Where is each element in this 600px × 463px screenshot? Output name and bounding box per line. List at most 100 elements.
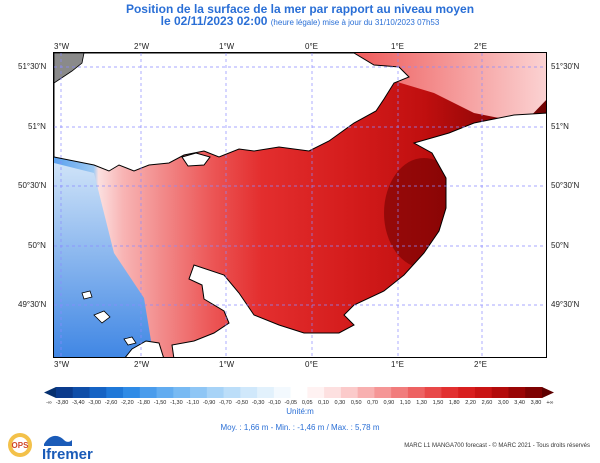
lon-label-bottom-2w: 2°W [134, 360, 150, 369]
lat-label-left-4930: 49°30'N [18, 300, 47, 309]
lat-label-right-5030: 50°30'N [551, 181, 580, 190]
colorbar-tick-label: -0,90 [202, 400, 216, 406]
colorbar-tick-label: -1,10 [186, 400, 200, 406]
lat-label-right-51: 51°N [551, 122, 569, 131]
colorbar-swatch [273, 387, 292, 398]
colorbar-tick-label: 0,10 [318, 400, 329, 406]
colorbar-swatch [89, 387, 107, 398]
guernsey-island [81, 290, 93, 300]
ops-logo-text: OPS [12, 441, 30, 450]
graticule [54, 53, 546, 357]
lat-label-left-50: 50°N [28, 241, 46, 250]
colorbar-tick-label: -0,30 [251, 400, 265, 406]
colorbar-swatch [458, 387, 476, 398]
lon-label-bottom-0e: 0°E [305, 360, 318, 369]
colorbar-tick-low-end: -∞ [46, 400, 52, 406]
colorbar-tick-label: -0,50 [235, 400, 249, 406]
lon-label-top-1w: 1°W [219, 42, 235, 51]
colorbar-swatch [156, 387, 174, 398]
lat-label-left-51: 51°N [28, 122, 46, 131]
colorbar-tick-label: 0,90 [383, 400, 395, 406]
colorbar-swatch [525, 387, 543, 398]
lon-label-bottom-1e: 1°E [391, 360, 404, 369]
map-title: Position de la surface de la mer par rap… [125, 2, 475, 16]
colorbar-swatch [491, 387, 509, 398]
colorbar-swatch [257, 387, 275, 398]
colorbar-tick-label: 2,20 [465, 400, 476, 406]
credit-text: MARC L1 MANGA700 forecast - © MARC 2021 … [404, 443, 590, 449]
colorbar-tick-label: -2,20 [121, 400, 134, 406]
colorbar-swatch [56, 387, 74, 398]
colorbar-swatch [391, 387, 409, 398]
chausey-island [123, 336, 137, 346]
lon-label-bottom-3w: 3°W [54, 360, 70, 369]
colorbar-swatch [474, 387, 493, 398]
jersey-island [93, 310, 111, 324]
colorbar-swatch [340, 387, 359, 398]
england-landmass [54, 53, 410, 172]
isle-of-wight [181, 152, 211, 167]
statistics-summary: Moy. : 1,66 m - Min. : -1,46 m / Max. : … [220, 423, 380, 432]
colorbar-tick-label: 1,50 [432, 400, 444, 406]
lon-label-top-0e: 0°E [305, 42, 318, 51]
colorbar-low-arrow [44, 387, 56, 398]
colorbar-swatch [357, 387, 375, 398]
colorbar-swatch [290, 387, 308, 398]
colorbar-tick-label: 0,30 [334, 400, 346, 406]
colorbar-swatch [106, 387, 124, 398]
colorbar-tick-label: 3,80 [530, 400, 542, 406]
colorbar-tick-label: -1,80 [137, 400, 150, 406]
colorbar-tick-label: -0,70 [219, 400, 232, 406]
colorbar-tick-label: -3,40 [72, 400, 85, 406]
lat-label-right-5130: 51°30'N [551, 62, 580, 71]
wales-landmass [54, 53, 85, 84]
colorbar-swatch [441, 387, 459, 398]
colorbar-tick-label: 0,70 [367, 400, 378, 406]
colorbar-tick-label: -3,80 [55, 400, 69, 406]
lat-label-left-5030: 50°30'N [18, 181, 47, 190]
france-landmass [124, 112, 546, 357]
colorbar-tick-label: -1,30 [170, 400, 183, 406]
colorbar-swatch [324, 387, 342, 398]
colorbar-tick-label: 2,60 [481, 400, 493, 406]
ops-logo: OPS [8, 433, 32, 457]
colorbar-swatch [407, 387, 426, 398]
lon-label-bottom-1w: 1°W [219, 360, 235, 369]
colorbar-tick-label: 3,40 [514, 400, 525, 406]
colorbar-tick-high-end: +∞ [546, 400, 554, 406]
lat-label-right-4930: 49°30'N [551, 300, 580, 309]
colorbar-tick-label: -0,05 [284, 400, 298, 406]
colorbar-swatch [206, 387, 225, 398]
ifremer-wave-icon [44, 435, 72, 446]
update-note: (heure légale) mise à jour du 31/10/2023… [270, 18, 440, 27]
colorbar-tick-label: 3,00 [497, 400, 509, 406]
colorbar [44, 387, 554, 398]
colorbar-tick-label: 1,10 [399, 400, 411, 406]
lon-label-top-2e: 2°E [474, 42, 487, 51]
colorbar-swatch [190, 387, 208, 398]
colorbar-tick-label: -3,00 [88, 400, 101, 406]
colorbar-swatch [508, 387, 526, 398]
colorbar-swatch [240, 387, 258, 398]
colorbar-swatch [374, 387, 392, 398]
colorbar-tick-label: 0,05 [301, 400, 313, 406]
negative-sea-level-zone [54, 163, 154, 357]
lon-label-top-1e: 1°E [391, 42, 404, 51]
colorbar-tick-label: 1,80 [448, 400, 460, 406]
lon-label-top-3w: 3°W [54, 42, 70, 51]
colorbar-swatch [223, 387, 241, 398]
colorbar-high-arrow [542, 387, 554, 398]
lon-label-bottom-2e: 2°E [474, 360, 487, 369]
colorbar-swatch [424, 387, 442, 398]
colorbar-swatch [123, 387, 141, 398]
unit-label: Unité:m [286, 407, 314, 416]
lat-label-left-5130: 51°30'N [18, 62, 47, 71]
colorbar-tick-label: -0,10 [268, 400, 281, 406]
lon-label-top-2w: 2°W [134, 42, 150, 51]
colorbar-swatch [139, 387, 158, 398]
colorbar-tick-label: 0,50 [350, 400, 362, 406]
colorbar-tick-label: -1,50 [153, 400, 167, 406]
sea-level-map[interactable] [53, 52, 547, 358]
colorbar-tick-label: -2,60 [104, 400, 118, 406]
colorbar-tick-label: 1,30 [416, 400, 427, 406]
